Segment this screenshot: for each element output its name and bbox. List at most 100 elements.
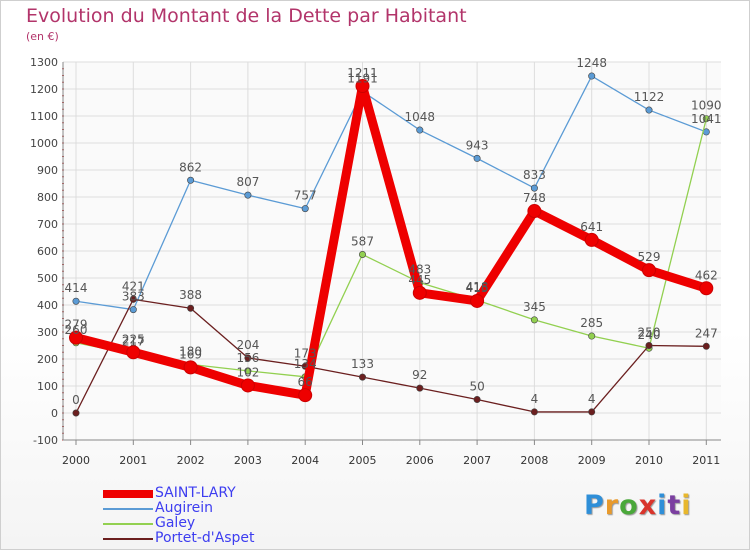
data-point bbox=[645, 106, 653, 114]
data-point bbox=[244, 367, 252, 375]
data-point bbox=[187, 176, 195, 184]
data-label: 345 bbox=[523, 300, 546, 314]
data-label: 757 bbox=[294, 189, 317, 203]
data-label: 1041 bbox=[691, 112, 722, 126]
x-tick-label: 2001 bbox=[119, 454, 147, 467]
data-point bbox=[588, 408, 596, 416]
data-label: 250 bbox=[638, 326, 661, 340]
chart-title: Evolution du Montant de la Dette par Hab… bbox=[26, 5, 467, 27]
data-label: 279 bbox=[65, 318, 88, 332]
data-label: 169 bbox=[179, 347, 202, 361]
x-tick-label: 2008 bbox=[520, 454, 548, 467]
data-label: 418 bbox=[466, 280, 489, 294]
data-point bbox=[129, 306, 137, 314]
data-label: 383 bbox=[122, 290, 145, 304]
data-point bbox=[527, 204, 542, 219]
y-tick-label: 700 bbox=[37, 218, 58, 231]
data-point bbox=[473, 395, 481, 403]
logo-letter: i bbox=[657, 490, 668, 521]
data-point bbox=[702, 115, 710, 123]
data-label: 1090 bbox=[691, 99, 722, 113]
data-point bbox=[358, 251, 366, 259]
logo-letter: P bbox=[584, 490, 605, 521]
x-tick-label: 2005 bbox=[349, 454, 377, 467]
data-label: 415 bbox=[466, 281, 489, 295]
data-point bbox=[69, 330, 83, 345]
y-tick-label: 1000 bbox=[30, 137, 58, 150]
data-point bbox=[642, 263, 656, 278]
data-point bbox=[473, 154, 481, 162]
data-point bbox=[244, 191, 252, 199]
data-label: 204 bbox=[236, 338, 259, 352]
logo-letter: x bbox=[638, 490, 658, 521]
data-label: 102 bbox=[236, 365, 259, 379]
data-point bbox=[129, 295, 137, 303]
data-label: 807 bbox=[236, 175, 259, 189]
x-tick-label: 2006 bbox=[406, 454, 434, 467]
data-label: 240 bbox=[638, 328, 661, 342]
logo-letter: t bbox=[667, 490, 682, 521]
data-point bbox=[530, 184, 538, 192]
data-point bbox=[72, 297, 80, 305]
data-label: 587 bbox=[351, 235, 374, 249]
legend-label: Augirein bbox=[155, 500, 214, 516]
data-label: 748 bbox=[523, 191, 546, 205]
series-line-saint-lary bbox=[71, 81, 711, 400]
series-line-portet-d-aspet bbox=[75, 298, 707, 414]
data-point bbox=[588, 72, 596, 80]
data-point bbox=[298, 388, 313, 403]
data-point bbox=[416, 126, 424, 134]
y-tick-label: 1100 bbox=[30, 110, 58, 123]
data-label: 50 bbox=[469, 380, 484, 394]
logo-letter: r bbox=[604, 490, 620, 521]
data-point bbox=[584, 232, 599, 247]
data-point bbox=[240, 378, 255, 393]
legend-swatch bbox=[103, 490, 153, 498]
y-tick-label: 200 bbox=[37, 353, 58, 366]
data-point bbox=[412, 285, 427, 300]
x-tick-label: 2003 bbox=[234, 454, 262, 467]
data-label: 92 bbox=[412, 368, 427, 382]
legend-swatch bbox=[103, 538, 153, 540]
chart-subtitle: (en €) bbox=[26, 30, 59, 43]
data-point bbox=[244, 354, 252, 362]
y-tick-label: 0 bbox=[51, 407, 58, 420]
data-label: 862 bbox=[179, 160, 202, 174]
data-point bbox=[530, 408, 538, 416]
data-label: 217 bbox=[122, 334, 145, 348]
data-label: 1248 bbox=[576, 56, 607, 70]
legend-label: SAINT-LARY bbox=[155, 485, 236, 501]
y-tick-label: 1300 bbox=[30, 56, 58, 69]
series-line-augirein bbox=[75, 75, 707, 311]
data-label: 180 bbox=[179, 344, 202, 358]
data-label: 943 bbox=[466, 138, 489, 152]
data-point bbox=[470, 293, 485, 308]
data-label: 225 bbox=[122, 332, 145, 346]
data-label: 833 bbox=[523, 168, 546, 182]
data-label: 462 bbox=[695, 268, 718, 282]
data-label: 156 bbox=[236, 351, 259, 365]
data-point bbox=[588, 332, 596, 340]
data-point bbox=[530, 316, 538, 324]
data-point bbox=[183, 360, 198, 375]
data-label: 641 bbox=[580, 220, 603, 234]
data-label: 421 bbox=[122, 279, 145, 293]
data-label: 133 bbox=[351, 357, 374, 371]
data-label: 1191 bbox=[347, 71, 378, 85]
data-label: 414 bbox=[65, 281, 88, 295]
x-tick-label: 2007 bbox=[463, 454, 491, 467]
x-tick-label: 2011 bbox=[692, 454, 720, 467]
x-tick-label: 2009 bbox=[578, 454, 606, 467]
logo-letter: o bbox=[619, 490, 639, 521]
data-label: 0 bbox=[72, 393, 80, 407]
data-label: 4 bbox=[531, 392, 539, 406]
y-tick-label: 400 bbox=[37, 299, 58, 312]
data-label: 285 bbox=[580, 316, 603, 330]
data-label: 260 bbox=[65, 323, 88, 337]
data-label: 388 bbox=[179, 288, 202, 302]
data-point bbox=[702, 342, 710, 350]
data-label: 1211 bbox=[347, 66, 378, 80]
y-tick-label: -100 bbox=[33, 434, 58, 447]
data-label: 66 bbox=[298, 375, 313, 389]
